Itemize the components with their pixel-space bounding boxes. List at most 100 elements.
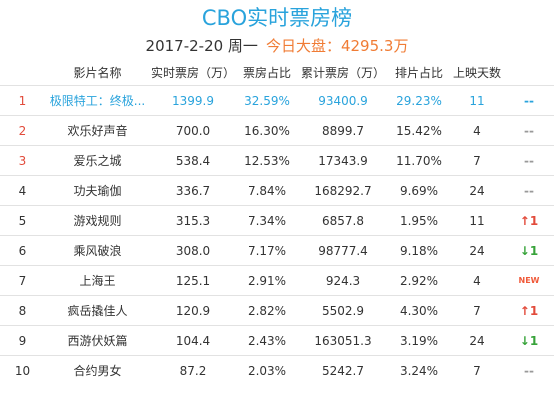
page-title: CBO实时票房榜	[201, 6, 353, 30]
col-screen-share-header: 排片占比	[394, 66, 443, 80]
rank-cell: 7	[0, 265, 45, 296]
realtime-box-cell: 308.0	[150, 235, 236, 266]
days-cell: 4	[450, 265, 504, 296]
realtime-box-cell: 700.0	[150, 115, 236, 146]
cumulative-box-cell: 5502.9	[298, 295, 388, 326]
realtime-box-cell: 315.3	[150, 205, 236, 236]
cumulative-box-cell: 17343.9	[298, 145, 388, 176]
table-row[interactable]: 6 乘风破浪 308.0 7.17% 98777.4 9.18% 24 ↓1	[0, 235, 554, 266]
box-share-cell: 12.53%	[236, 145, 298, 176]
box-share-cell: 7.84%	[236, 175, 298, 206]
rank-cell: 5	[0, 205, 45, 236]
days-cell: 4	[450, 115, 504, 146]
days-cell: 24	[450, 325, 504, 356]
col-rank-header	[0, 60, 45, 86]
rank-change-cell: --	[504, 85, 554, 116]
rank-change-cell: NEW	[504, 265, 554, 296]
table-row[interactable]: 7 上海王 125.1 2.91% 924.3 2.92% 4 NEW	[0, 265, 554, 296]
box-share-cell: 7.17%	[236, 235, 298, 266]
rank-cell: 10	[0, 355, 45, 385]
days-cell: 24	[450, 175, 504, 206]
box-share-cell: 32.59%	[236, 85, 298, 116]
table-header-row: 影片名称 实时票房（万） 票房占比 累计票房（万） 排片占比 上映天数	[0, 60, 554, 86]
rank-change-cell: ↑1	[504, 205, 554, 236]
cumulative-box-cell: 168292.7	[298, 175, 388, 206]
movie-name-cell[interactable]: 爱乐之城	[45, 145, 150, 176]
rank-cell: 3	[0, 145, 45, 176]
cumulative-box-cell: 5242.7	[298, 355, 388, 385]
realtime-box-cell: 538.4	[150, 145, 236, 176]
rank-change-cell: ↓1	[504, 325, 554, 356]
realtime-box-cell: 125.1	[150, 265, 236, 296]
box-share-cell: 16.30%	[236, 115, 298, 146]
cumulative-box-cell: 98777.4	[298, 235, 388, 266]
subtitle-line: 2017-2-20 周一 今日大盘：4295.3万	[0, 36, 554, 56]
screen-share-cell: 15.42%	[388, 115, 450, 146]
date-label: 2017-2-20 周一	[145, 37, 258, 55]
rank-change-cell: --	[504, 175, 554, 206]
movie-name-cell[interactable]: 极限特工：终极...	[45, 85, 150, 116]
rank-cell: 2	[0, 115, 45, 146]
cumulative-box-cell: 8899.7	[298, 115, 388, 146]
movie-name-cell[interactable]: 欢乐好声音	[45, 115, 150, 146]
box-share-cell: 2.43%	[236, 325, 298, 356]
total-value: 4295.3万	[340, 37, 409, 55]
days-cell: 7	[450, 145, 504, 176]
days-cell: 7	[450, 295, 504, 326]
box-share-cell: 7.34%	[236, 205, 298, 236]
screen-share-cell: 4.30%	[388, 295, 450, 326]
realtime-box-cell: 336.7	[150, 175, 236, 206]
table-row[interactable]: 1 极限特工：终极... 1399.9 32.59% 93400.9 29.23% 11 --	[0, 85, 554, 116]
col-realtime-header: 实时票房（万）	[150, 66, 235, 80]
rank-change-cell: --	[504, 115, 554, 146]
screen-share-cell: 9.18%	[388, 235, 450, 266]
cumulative-box-cell: 6857.8	[298, 205, 388, 236]
screen-share-cell: 1.95%	[388, 205, 450, 236]
screen-share-cell: 3.19%	[388, 325, 450, 356]
col-change-header	[504, 60, 554, 86]
header: CBO实时票房榜 2017-2-20 周一 今日大盘：4295.3万	[0, 0, 554, 56]
rank-change-cell: --	[504, 355, 554, 385]
days-cell: 7	[450, 355, 504, 385]
movie-name-cell[interactable]: 西游伏妖篇	[45, 325, 150, 356]
box-share-cell: 2.91%	[236, 265, 298, 296]
rank-cell: 6	[0, 235, 45, 266]
table-row[interactable]: 2 欢乐好声音 700.0 16.30% 8899.7 15.42% 4 --	[0, 115, 554, 146]
realtime-box-cell: 1399.9	[150, 85, 236, 116]
box-office-table: 影片名称 实时票房（万） 票房占比 累计票房（万） 排片占比 上映天数 1 极限特…	[0, 60, 554, 385]
cumulative-box-cell: 163051.3	[298, 325, 388, 356]
movie-name-cell[interactable]: 疯岳撬佳人	[45, 295, 150, 326]
table-row[interactable]: 5 游戏规则 315.3 7.34% 6857.8 1.95% 11 ↑1	[0, 205, 554, 236]
col-box-share-header: 票房占比	[242, 66, 291, 80]
rank-change-cell: --	[504, 145, 554, 176]
days-cell: 11	[450, 85, 504, 116]
screen-share-cell: 2.92%	[388, 265, 450, 296]
days-cell: 11	[450, 205, 504, 236]
rank-cell: 1	[0, 85, 45, 116]
screen-share-cell: 3.24%	[388, 355, 450, 385]
table-row[interactable]: 8 疯岳撬佳人 120.9 2.82% 5502.9 4.30% 7 ↑1	[0, 295, 554, 326]
days-cell: 24	[450, 235, 504, 266]
rank-change-cell: ↑1	[504, 295, 554, 326]
rank-cell: 9	[0, 325, 45, 356]
screen-share-cell: 29.23%	[388, 85, 450, 116]
table-row[interactable]: 4 功夫瑜伽 336.7 7.84% 168292.7 9.69% 24 --	[0, 175, 554, 206]
movie-name-cell[interactable]: 上海王	[45, 265, 150, 296]
movie-name-cell[interactable]: 功夫瑜伽	[45, 175, 150, 206]
col-cumulative-header: 累计票房（万）	[300, 66, 385, 80]
col-name-header: 影片名称	[73, 66, 122, 80]
box-share-cell: 2.82%	[236, 295, 298, 326]
movie-name-cell[interactable]: 游戏规则	[45, 205, 150, 236]
cumulative-box-cell: 924.3	[298, 265, 388, 296]
rank-change-cell: ↓1	[504, 235, 554, 266]
realtime-box-cell: 104.4	[150, 325, 236, 356]
col-days-header: 上映天数	[452, 66, 501, 80]
rank-cell: 4	[0, 175, 45, 206]
table-row[interactable]: 9 西游伏妖篇 104.4 2.43% 163051.3 3.19% 24 ↓1	[0, 325, 554, 356]
table-row[interactable]: 10 合约男女 87.2 2.03% 5242.7 3.24% 7 --	[0, 355, 554, 385]
table-row[interactable]: 3 爱乐之城 538.4 12.53% 17343.9 11.70% 7 --	[0, 145, 554, 176]
realtime-box-cell: 87.2	[150, 355, 236, 385]
movie-name-cell[interactable]: 乘风破浪	[45, 235, 150, 266]
screen-share-cell: 11.70%	[388, 145, 450, 176]
movie-name-cell[interactable]: 合约男女	[45, 355, 150, 385]
